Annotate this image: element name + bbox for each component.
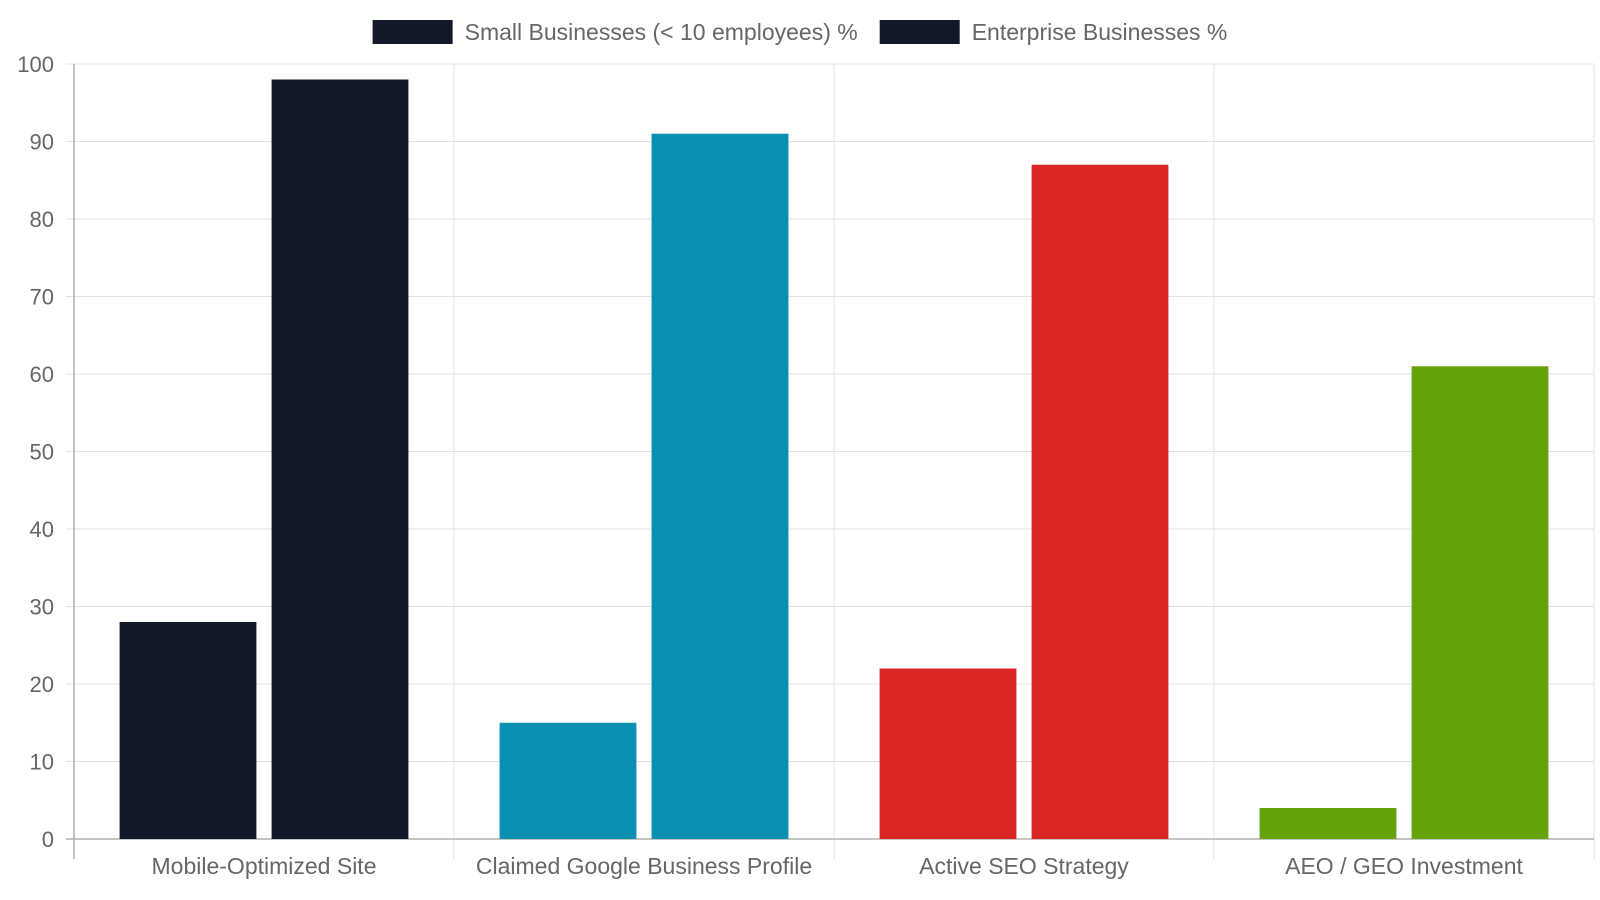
- x-tick-label: AEO / GEO Investment: [1285, 853, 1523, 879]
- y-tick-label: 50: [30, 440, 54, 465]
- axis-labels: 0 10 20 30 40 50 60 70 80 90 100 Mobile-Optimized S…: [17, 52, 1523, 879]
- bar-small-business-2: [499, 722, 637, 839]
- bar-small-business-1: [119, 622, 257, 839]
- legend: Small Businesses (< 10 employees) % Enter…: [372, 19, 1228, 45]
- bar-enterprise-3: [1031, 164, 1169, 839]
- bar-small-business-4: [1259, 808, 1397, 839]
- y-tick-label: 20: [30, 672, 54, 697]
- y-tick-label: 100: [17, 52, 54, 77]
- x-tick-label: Claimed Google Business Profile: [476, 853, 812, 879]
- y-tick-label: 80: [30, 207, 54, 232]
- bar-small-business-3: [879, 668, 1017, 839]
- bars: [119, 79, 1549, 839]
- legend-label: Enterprise Businesses %: [972, 19, 1228, 45]
- y-tick-label: 70: [30, 285, 54, 310]
- y-tick-label: 10: [30, 750, 54, 775]
- legend-label: Small Businesses (< 10 employees) %: [465, 19, 858, 45]
- legend-swatch-enterprise: [879, 20, 960, 44]
- y-tick-label: 40: [30, 517, 54, 542]
- bar-enterprise-4: [1411, 366, 1549, 839]
- y-tick-label: 0: [42, 827, 54, 852]
- x-tick-label: Mobile-Optimized Site: [152, 853, 377, 879]
- x-tick-label: Active SEO Strategy: [919, 853, 1129, 879]
- y-tick-label: 90: [30, 130, 54, 155]
- legend-swatch-small-business: [372, 20, 453, 44]
- y-tick-label: 60: [30, 362, 54, 387]
- y-tick-label: 30: [30, 595, 54, 620]
- bar-enterprise-2: [651, 133, 789, 839]
- bar-enterprise-1: [271, 79, 409, 839]
